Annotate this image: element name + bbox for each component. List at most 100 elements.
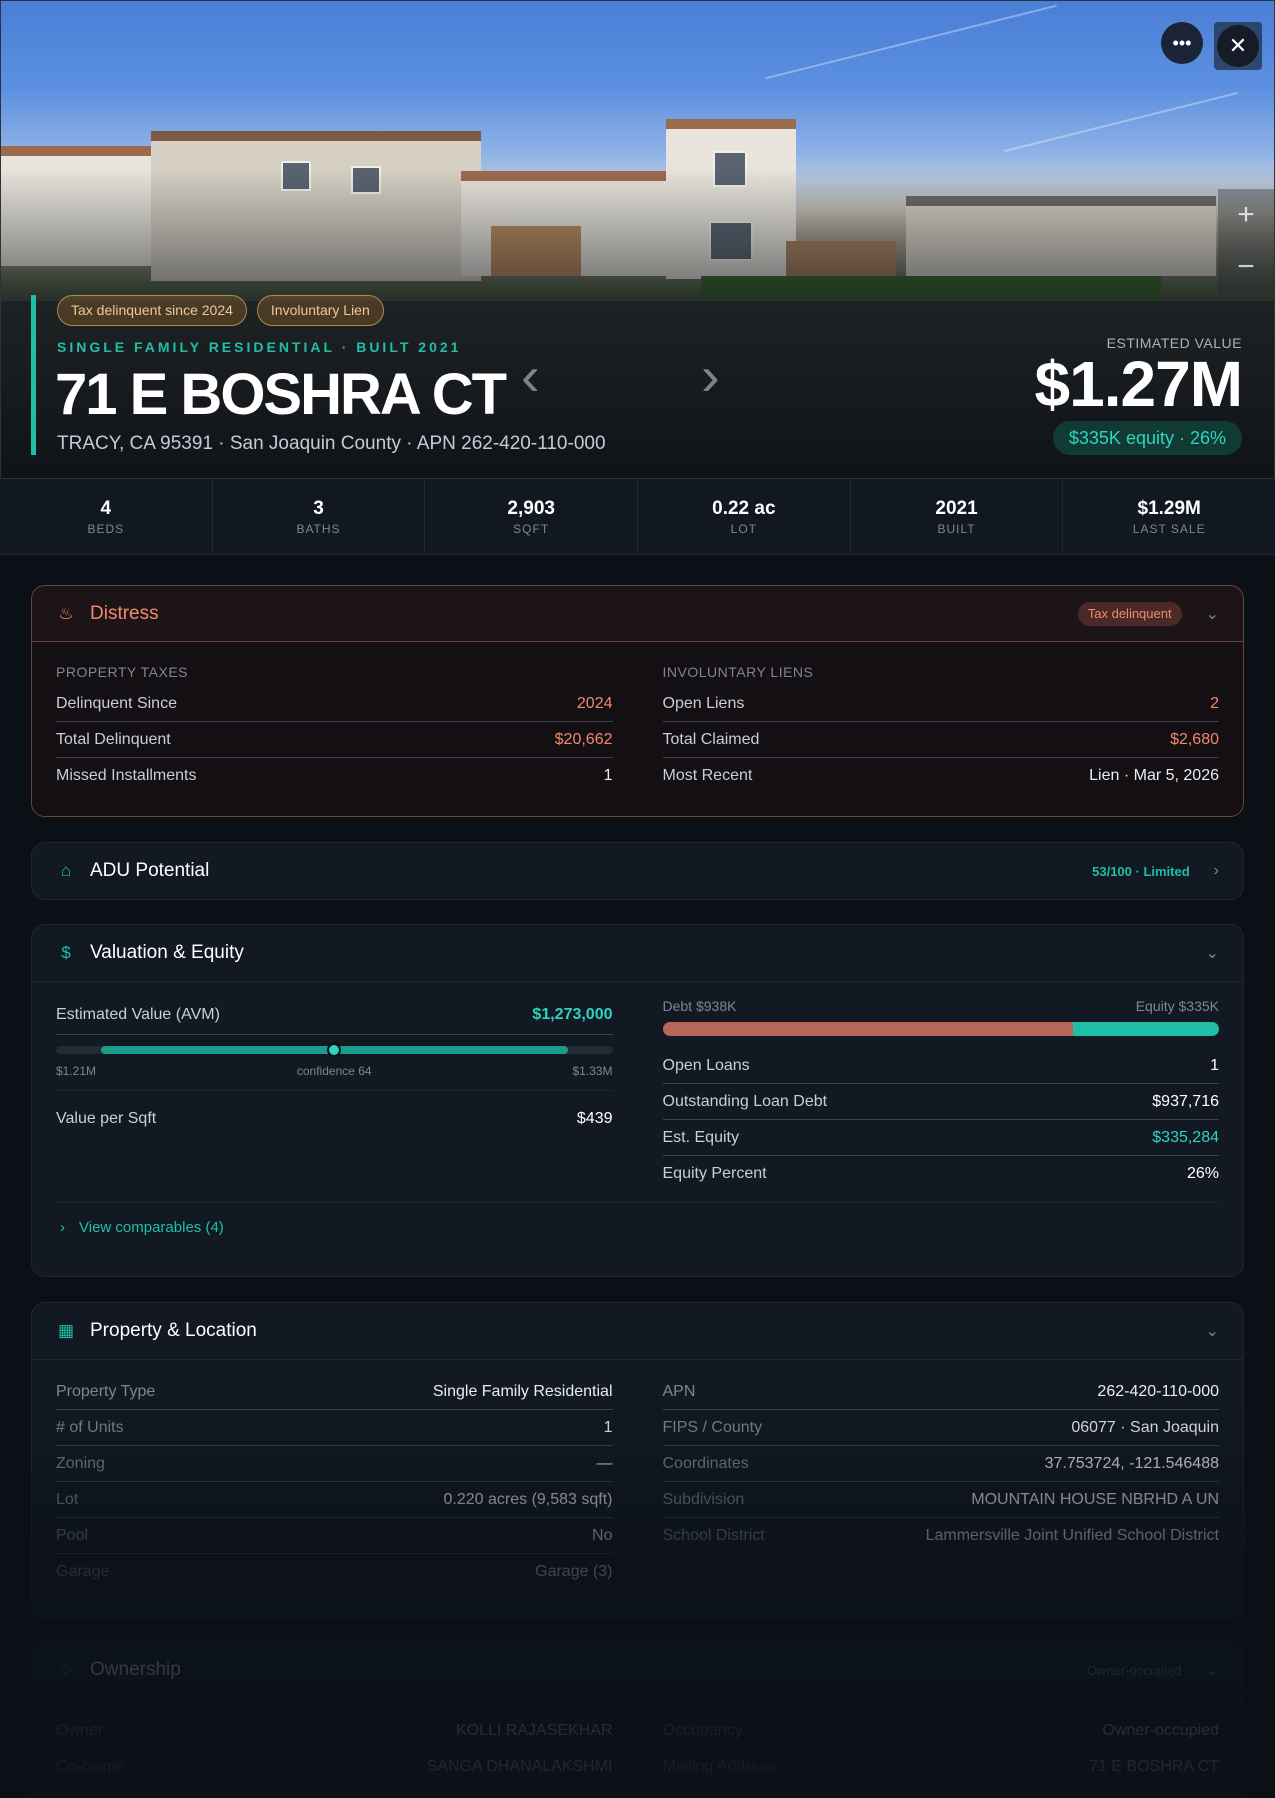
stats-bar: 4 BEDS 3 BATHS 2,903 SQFT 0.22 ac LOT 2021 BU…	[0, 479, 1275, 555]
next-photo-button[interactable]: ›	[701, 344, 720, 407]
row-key: Total Claimed	[662, 730, 760, 748]
zoom-out-button[interactable]: −	[1237, 250, 1255, 283]
avm-row: Estimated Value (AVM) $1,273,000	[56, 998, 613, 1035]
valuation-card: $ Valuation & Equity ⌄ Estimated Value (…	[31, 924, 1244, 1277]
detail-row: Mailing Address 71 E BOSHRA CT	[663, 1749, 1220, 1785]
detail-row: Total Delinquent $20,662	[56, 722, 613, 758]
ownership-card: ☺ Ownership Owner-occupied ⌄ Owner KOLLI …	[31, 1641, 1244, 1798]
row-key: Co-owner	[56, 1758, 126, 1775]
debt-equity-section: Debt $938K Equity $335K Open Loans 1 Outs…	[662, 998, 1220, 1192]
zoom-in-button[interactable]: +	[1237, 198, 1255, 231]
tax-delinquent-badge: Tax delinquent since 2024	[57, 295, 247, 326]
row-key: Open Loans	[662, 1056, 750, 1074]
property-header[interactable]: ▦ Property & Location ⌄	[32, 1303, 1243, 1359]
owner-occupied-pill: Owner-occupied	[1086, 1662, 1182, 1678]
detail-row: APN 262-420-110-000	[662, 1374, 1219, 1410]
stat-built: 2021 BUILT	[851, 479, 1064, 554]
row-value: $335,284	[1152, 1128, 1219, 1146]
building-icon: ▦	[57, 1321, 75, 1340]
distress-card: ♨ Distress Tax delinquent ⌄ PROPERTY TAX…	[31, 585, 1244, 817]
stat-beds: 4 BEDS	[0, 479, 213, 554]
row-value: 2024	[576, 694, 613, 712]
chevron-down-icon[interactable]: ⌄	[1205, 1323, 1219, 1340]
row-value: Single Family Residential	[432, 1382, 613, 1400]
row-value: 262-420-110-000	[1097, 1382, 1219, 1400]
detail-row: FIPS / County 06077 · San Joaquin	[662, 1410, 1219, 1446]
stat-baths: 3 BATHS	[213, 479, 426, 554]
estimated-value: $1.27M	[1034, 348, 1243, 420]
stat-label: BEDS	[87, 522, 125, 536]
row-key: Delinquent Since	[56, 694, 177, 712]
valuation-header[interactable]: $ Valuation & Equity ⌄	[32, 925, 1243, 981]
row-value: KOLLI RAJASEKHAR	[456, 1721, 613, 1739]
adu-title: ADU Potential	[90, 860, 210, 881]
row-key: Mailing Address	[662, 1758, 776, 1775]
distress-header[interactable]: ♨ Distress Tax delinquent ⌄	[32, 586, 1243, 642]
debt-segment	[662, 1022, 1073, 1036]
property-details-right: APN 262-420-110-000 FIPS / County 06077 · …	[662, 1374, 1219, 1590]
detail-row: # of Units 1	[56, 1410, 613, 1446]
row-value: 1	[603, 1418, 613, 1436]
close-button[interactable]: ✕	[1214, 22, 1262, 70]
debt-equity-labels: Debt $938K Equity $335K	[663, 998, 1220, 1014]
row-value: Lien · Mar 5, 2026	[1089, 767, 1219, 784]
row-value: 26%	[1186, 1165, 1219, 1182]
row-key: Open Liens	[662, 694, 745, 712]
equity-pill: $335K equity · 26%	[1052, 421, 1242, 455]
ownership-header[interactable]: ☺ Ownership Owner-occupied ⌄	[32, 1642, 1243, 1698]
detail-row: Property Type Single Family Residential	[56, 1374, 613, 1410]
chevron-down-icon[interactable]: ⌄	[1205, 606, 1219, 623]
more-options-button[interactable]: •••	[1161, 22, 1203, 64]
chevron-down-icon[interactable]: ⌄	[1205, 1662, 1219, 1679]
range-high: $1.33M	[572, 1064, 613, 1078]
row-key: Total Delinquent	[56, 730, 171, 748]
flame-icon: ♨	[58, 603, 74, 623]
avm-range-track	[56, 1043, 613, 1057]
estimated-value-label: ESTIMATED VALUE	[1106, 335, 1242, 351]
comparables-label: View comparables (4)	[79, 1219, 224, 1236]
row-value: 37.753724, -121.546488	[1044, 1454, 1219, 1472]
row-key: Value per Sqft	[56, 1110, 157, 1127]
row-key: Est. Equity	[662, 1128, 739, 1146]
property-title: Property & Location	[90, 1320, 257, 1341]
row-key: Owner	[56, 1721, 104, 1739]
hero-badges: Tax delinquent since 2024 Involuntary Li…	[57, 295, 384, 326]
chevron-right-icon[interactable]: ›	[1213, 862, 1219, 879]
involuntary-lien-badge: Involuntary Lien	[256, 295, 384, 326]
property-details-left: Property Type Single Family Residential #…	[56, 1374, 613, 1590]
row-value: 2	[1210, 694, 1219, 712]
row-value: Owner-occupied	[1102, 1721, 1220, 1739]
stat-label: BATHS	[296, 522, 341, 536]
involuntary-liens-section: INVOLUNTARY LIENS Open Liens 2 Total Clai…	[662, 664, 1220, 794]
row-key: Garage	[56, 1563, 110, 1580]
chevron-down-icon[interactable]: ⌄	[1205, 945, 1219, 962]
row-value: 1	[1210, 1056, 1219, 1074]
adu-header[interactable]: ⌂ ADU Potential 53/100 · Limited ›	[32, 843, 1243, 899]
valuation-title: Valuation & Equity	[90, 942, 244, 963]
user-icon: ☺	[57, 1660, 75, 1679]
detail-row: Lot 0.220 acres (9,583 sqft)	[56, 1482, 613, 1518]
row-key: Zoning	[56, 1454, 105, 1472]
stat-value: 4	[100, 498, 112, 519]
view-comparables-link[interactable]: › View comparables (4)	[56, 1202, 1219, 1254]
row-value: 1	[603, 767, 613, 784]
more-horizontal-icon: •••	[1172, 32, 1192, 53]
detail-row: Subdivision MOUNTAIN HOUSE NBRHD A UN	[662, 1482, 1219, 1518]
accent-bar	[31, 295, 36, 455]
row-key: Pool	[56, 1526, 89, 1544]
property-subtitle: SINGLE FAMILY RESIDENTIAL · BUILT 2021	[57, 339, 462, 355]
ownership-right: Occupancy Owner-occupied Mailing Address 7…	[662, 1713, 1220, 1785]
detail-row: Total Claimed $2,680	[662, 722, 1219, 758]
row-value: Garage (3)	[535, 1563, 613, 1580]
home-icon: ⌂	[60, 861, 72, 880]
stat-label: SQFT	[513, 522, 550, 536]
adu-card[interactable]: ⌂ ADU Potential 53/100 · Limited ›	[31, 842, 1244, 900]
row-key: Lot	[56, 1490, 79, 1508]
detail-row: Most Recent Lien · Mar 5, 2026	[663, 758, 1220, 794]
value-per-sqft-row: Value per Sqft $439	[56, 1091, 613, 1147]
row-key: Coordinates	[662, 1454, 749, 1472]
detail-row: Missed Installments 1	[56, 758, 613, 794]
detail-row: Garage Garage (3)	[56, 1554, 613, 1590]
prev-photo-button[interactable]: ‹	[521, 344, 540, 407]
stat-value: 2021	[935, 498, 978, 519]
